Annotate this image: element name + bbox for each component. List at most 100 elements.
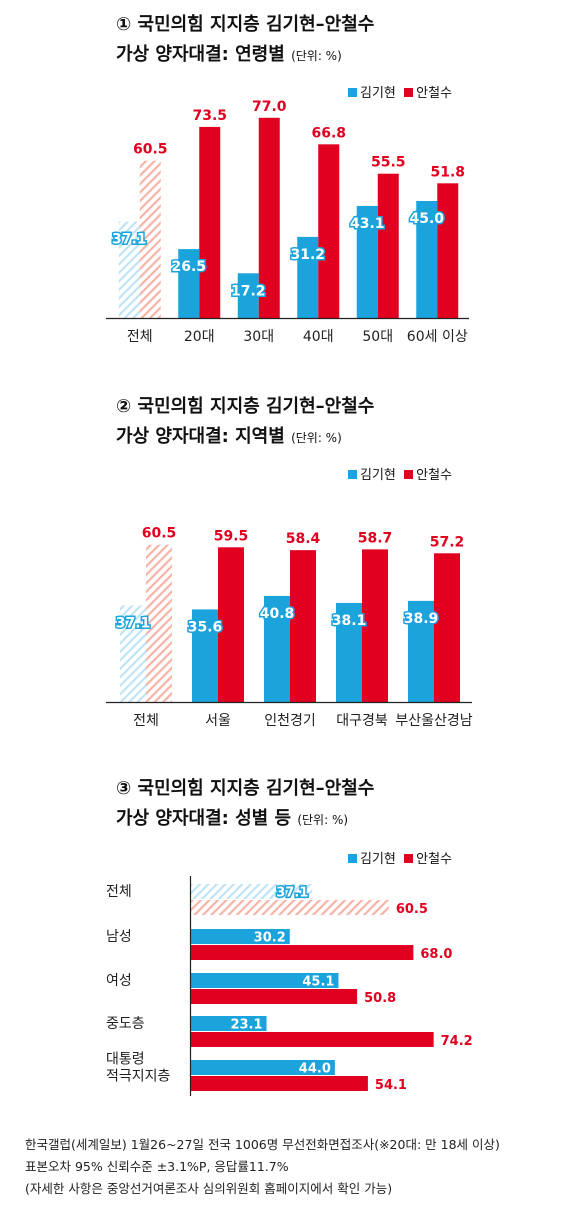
legend-label-kim: 김기현 [360, 86, 396, 101]
value-label-ahn: 74.2 [441, 1034, 473, 1049]
legend-label-kim: 김기현 [360, 852, 396, 867]
category-label: 부산울산경남 [395, 713, 472, 729]
bar-kim [191, 1016, 267, 1031]
subtitle-text: 가상 양자대결: 연령별 [116, 44, 285, 65]
value-label-ahn: 60.5 [142, 526, 177, 542]
category-label: 30대 [243, 329, 274, 345]
survey-footnote: 한국갤럽(세계일보) 1월26~27일 전국 1006명 무선전화면접조사(※2… [25, 1134, 570, 1200]
value-label-kim: 37.1 [276, 886, 308, 901]
value-label-kim: 30.2 [254, 931, 286, 946]
bar-ahn [318, 144, 340, 318]
unit-label: (단위: %) [291, 431, 342, 445]
bar-kim [237, 273, 259, 318]
legend: 김기현 안철수 [348, 82, 452, 101]
value-label-ahn: 58.4 [286, 531, 321, 547]
chart-title: ③ 국민의힘 지지층 김기현–안철수 [116, 778, 375, 799]
value-label-kim: 31.2 [290, 247, 325, 263]
bar-ahn [218, 547, 244, 702]
value-label-kim: 23.1 [230, 1018, 262, 1033]
value-label-kim: 44.0 [299, 1062, 331, 1077]
chart-subtitle: 가상 양자대결: 지역별 (단위: %) [116, 426, 342, 449]
category-label: 인천경기 [264, 713, 316, 729]
region-bar-chart: 37.1 60.5 전체 35.6 59.5 서울 40.8 58.4 인천경기 38.1 58.7… [106, 526, 473, 729]
bar-ahn [146, 544, 172, 702]
bar-kim [191, 929, 290, 944]
chart-subtitle: 가상 양자대결: 성별 등 (단위: %) [116, 808, 348, 831]
category-label: 20대 [184, 329, 215, 345]
value-label-ahn: 50.8 [364, 991, 396, 1006]
bar-kim [356, 205, 378, 318]
chart-title: ① 국민의힘 지지층 김기현–안철수 [116, 14, 375, 35]
value-label-kim: 45.1 [302, 975, 334, 990]
bar-kim [264, 595, 290, 702]
bar-ahn [191, 900, 389, 915]
legend-label-ahn: 안철수 [416, 86, 453, 101]
bar-kim [297, 236, 319, 318]
legend-swatch-ahn [404, 88, 414, 97]
legend-label-kim: 김기현 [360, 468, 396, 483]
value-label-ahn: 59.5 [214, 528, 249, 544]
value-label-ahn: 55.5 [371, 155, 406, 171]
value-label-ahn: 66.8 [311, 125, 346, 141]
gender-hbar-chart: 37.1 60.5 전체 30.2 68.0 남성 45.1 50.8 여성 23.1 74.2 중도… [106, 876, 473, 1096]
subtitle-text: 가상 양자대결: 지역별 [116, 426, 285, 447]
legend: 김기현 안철수 [348, 464, 452, 483]
chart-subtitle: 가상 양자대결: 연령별 (단위: %) [116, 44, 342, 67]
bar-kim [120, 605, 146, 702]
chart-section-age: ① 국민의힘 지지층 김기현–안철수 가상 양자대결: 연령별 (단위: %) … [0, 0, 580, 380]
category-label: 50대 [362, 329, 393, 345]
value-label-ahn: 58.7 [358, 530, 393, 546]
value-label-ahn: 60.5 [133, 142, 168, 158]
bar-kim [118, 221, 140, 318]
legend-swatch-kim [348, 470, 357, 479]
legend-label-ahn: 안철수 [416, 852, 453, 867]
bar-ahn [258, 117, 280, 318]
legend-swatch-ahn [404, 470, 414, 479]
bar-kim [192, 609, 218, 702]
category-label: 대구경북 [336, 713, 388, 729]
bar-ahn [362, 549, 388, 702]
category-label: 전체 [133, 713, 159, 729]
value-label-ahn: 68.0 [420, 947, 452, 962]
value-label-ahn: 54.1 [375, 1078, 407, 1093]
bar-ahn [437, 183, 459, 318]
category-label: 남성 [106, 929, 132, 945]
legend-swatch-kim [348, 854, 357, 863]
category-label: 서울 [205, 713, 231, 729]
bar-kim [191, 884, 313, 899]
footnote-line: (자세한 사항은 중앙선거여론조사 심의위원회 홈페이지에서 확인 가능) [25, 1181, 393, 1196]
value-label-kim: 38.1 [332, 613, 367, 629]
bar-ahn [191, 945, 414, 960]
unit-label: (단위: %) [291, 49, 342, 63]
value-label-kim: 40.8 [260, 606, 295, 622]
value-label-kim: 35.6 [188, 619, 223, 635]
chart-section-region: ② 국민의힘 지지층 김기현–안철수 가상 양자대결: 지역별 (단위: %) … [0, 380, 580, 760]
footnote-line: 표본오차 95% 신뢰수준 ±3.1%P, 응답률11.7% [25, 1159, 289, 1174]
bar-kim [416, 201, 438, 318]
bar-ahn [377, 173, 399, 318]
bar-kim [336, 602, 362, 702]
bar-kim [408, 600, 434, 702]
category-label: 40대 [303, 329, 334, 345]
subtitle-text: 가상 양자대결: 성별 등 [116, 808, 292, 829]
value-label-ahn: 77.0 [252, 99, 287, 115]
category-label: 60세 이상 [407, 329, 468, 345]
bar-kim [191, 973, 339, 988]
legend-label-ahn: 안철수 [416, 468, 453, 483]
value-label-ahn: 73.5 [192, 108, 227, 124]
unit-label: (단위: %) [297, 813, 349, 827]
value-label-ahn: 57.2 [430, 534, 465, 550]
value-label-kim: 37.1 [112, 232, 147, 248]
category-label: 대통령 [106, 1052, 145, 1068]
legend-swatch-ahn [404, 854, 414, 863]
value-label-kim: 38.9 [404, 611, 439, 627]
bar-kim [178, 249, 200, 318]
category-label: 전체 [127, 329, 153, 345]
value-label-ahn: 60.5 [396, 902, 428, 917]
value-label-kim: 37.1 [116, 616, 151, 632]
bar-ahn [434, 553, 460, 702]
value-label-kim: 26.5 [171, 259, 206, 275]
category-label: 적극지지층 [106, 1069, 171, 1085]
bar-ahn [290, 550, 316, 702]
bar-kim [191, 1060, 335, 1075]
